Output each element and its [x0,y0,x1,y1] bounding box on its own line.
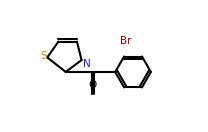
Text: O: O [88,80,96,90]
Text: N: N [83,59,91,69]
Text: S: S [40,51,47,61]
Text: Br: Br [120,36,131,46]
